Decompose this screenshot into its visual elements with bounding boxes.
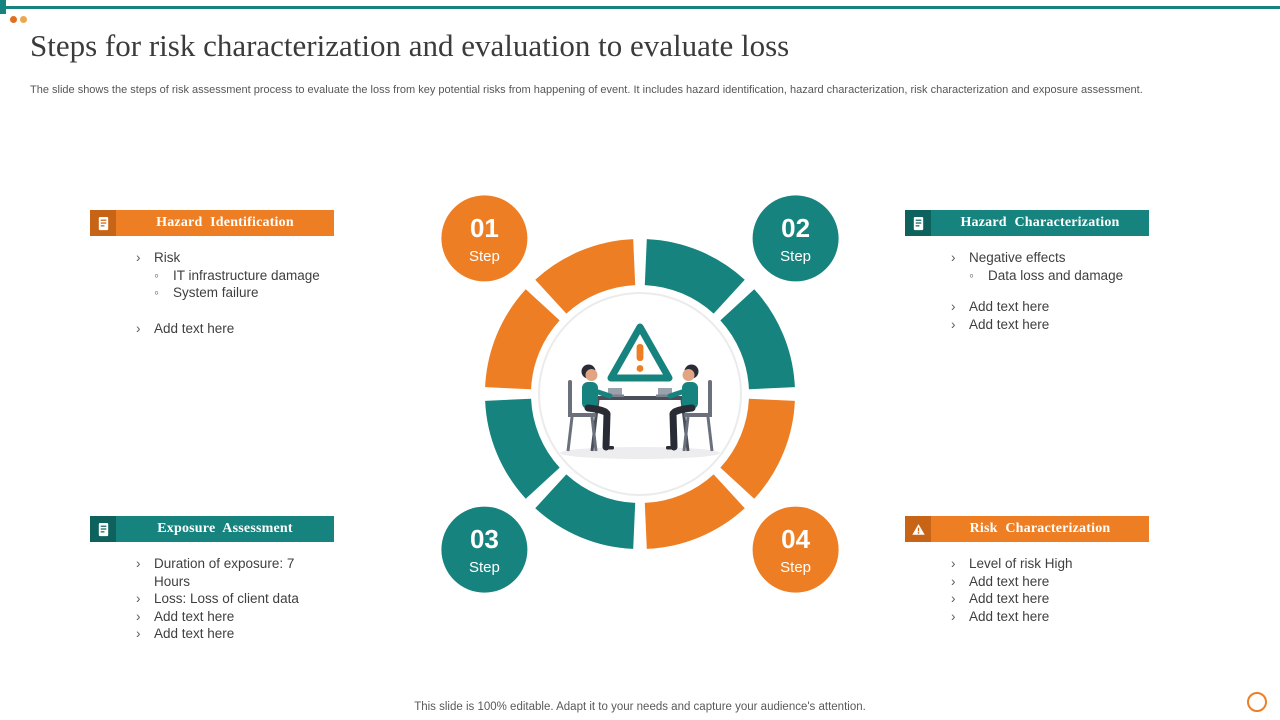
panel-header: Hazard Characterization bbox=[905, 210, 1149, 236]
arc-top-right-a bbox=[644, 239, 745, 315]
panel-bullet-list: Duration of exposure: 7 Hours Loss: Loss… bbox=[90, 555, 334, 643]
step-label: Step bbox=[780, 248, 811, 265]
bullet-text: Add text here bbox=[154, 626, 235, 641]
panel-header: Exposure Assessment bbox=[90, 516, 334, 542]
ring-arcs bbox=[485, 239, 795, 549]
process-ring-diagram: 01 Step 02 Step 03 Step 04 Step bbox=[441, 195, 839, 593]
document-icon bbox=[90, 210, 116, 236]
warning-icon bbox=[905, 516, 931, 542]
bullet-text: Loss: Loss of client data bbox=[154, 591, 299, 606]
bullet-item[interactable]: Add text here bbox=[951, 298, 1149, 316]
bullet-item[interactable]: Add text here bbox=[136, 625, 334, 643]
bullet-item[interactable]: Add text here bbox=[136, 320, 334, 338]
panel-title: Hazard Characterization bbox=[960, 215, 1120, 230]
arc-top-left-a bbox=[485, 289, 561, 390]
bullet-item[interactable]: Add text here bbox=[951, 316, 1149, 334]
bullet-item[interactable]: Loss: Loss of client data bbox=[136, 590, 334, 608]
bullet-item[interactable]: Level of risk High bbox=[951, 555, 1149, 573]
bullet-text: Add text here bbox=[969, 608, 1050, 624]
laptop-right bbox=[658, 388, 672, 396]
step-circle-04[interactable]: 04 Step bbox=[752, 506, 839, 593]
footer-ring-decoration bbox=[1247, 692, 1267, 712]
floor-shadow bbox=[560, 447, 720, 459]
step-circle-03[interactable]: 03 Step bbox=[441, 506, 528, 593]
bullet-text: Data loss and damage bbox=[988, 267, 1124, 283]
panel-hazard-characterization[interactable]: Hazard Characterization Negative effects… bbox=[905, 210, 1149, 333]
accent-dot-1 bbox=[10, 16, 17, 23]
bullet-text: Add text here bbox=[154, 608, 235, 624]
arc-bottom-left-a bbox=[535, 473, 636, 549]
bullet-subitem[interactable]: Data loss and damage bbox=[951, 267, 1149, 285]
arc-bottom-left-b bbox=[485, 398, 561, 499]
bullet-item[interactable]: Duration of exposure: 7 Hours bbox=[136, 555, 334, 590]
center-illustration[interactable] bbox=[538, 292, 742, 496]
arc-bottom-right-b bbox=[644, 473, 745, 549]
bullet-item[interactable]: Risk bbox=[136, 249, 334, 267]
accent-dot-2 bbox=[20, 16, 27, 23]
top-divider-line bbox=[0, 6, 1280, 9]
step-label: Step bbox=[780, 559, 811, 576]
arc-top-left-b bbox=[535, 239, 636, 315]
panel-exposure-assessment[interactable]: Exposure Assessment Duration of exposure… bbox=[90, 516, 334, 643]
panel-header: Risk Characterization bbox=[905, 516, 1149, 542]
slide-title[interactable]: Steps for risk characterization and eval… bbox=[30, 28, 790, 63]
step-label: Step bbox=[469, 248, 500, 265]
bullet-text: Level of risk High bbox=[969, 556, 1073, 571]
warning-triangle-icon bbox=[607, 323, 673, 382]
person-right bbox=[666, 364, 714, 452]
bullet-text: Add text here bbox=[969, 573, 1050, 589]
document-icon bbox=[90, 516, 116, 542]
step-circle-02[interactable]: 02 Step bbox=[752, 195, 839, 282]
panel-title: Exposure Assessment bbox=[157, 521, 293, 536]
bullet-item[interactable]: Add text here bbox=[951, 573, 1149, 591]
bullet-text: Add text here bbox=[969, 299, 1050, 314]
panel-title: Risk Characterization bbox=[969, 521, 1111, 536]
person-left bbox=[566, 364, 614, 452]
panel-header: Hazard Identification bbox=[90, 210, 334, 236]
panel-bullet-list: Level of risk High Add text here Add tex… bbox=[905, 555, 1149, 625]
illustration-frame-circle bbox=[538, 292, 742, 496]
bullet-text: Risk bbox=[154, 250, 181, 265]
bullet-item[interactable]: Negative effects bbox=[951, 249, 1149, 267]
bullet-subitem[interactable]: System failure bbox=[136, 284, 334, 302]
arc-bottom-right-a bbox=[719, 398, 795, 499]
bullet-text: IT infrastructure damage bbox=[173, 267, 320, 283]
bullet-item[interactable]: Add text here bbox=[951, 590, 1149, 608]
slide-subtitle[interactable]: The slide shows the steps of risk assess… bbox=[30, 84, 1143, 96]
step-label: Step bbox=[469, 559, 500, 576]
step-number: 01 bbox=[470, 213, 499, 243]
step-number: 02 bbox=[781, 213, 810, 243]
bullet-item[interactable]: Add text here bbox=[136, 608, 334, 626]
laptop-left bbox=[608, 388, 622, 396]
panel-hazard-identification[interactable]: Hazard Identification Risk IT infrastruc… bbox=[90, 210, 334, 337]
bullet-text: Add text here bbox=[969, 591, 1050, 606]
footer-note: This slide is 100% editable. Adapt it to… bbox=[414, 701, 866, 713]
step-circle-01[interactable]: 01 Step bbox=[441, 195, 528, 282]
bullet-text: Add text here bbox=[154, 320, 235, 336]
bullet-text: Duration of exposure: 7 Hours bbox=[154, 556, 295, 589]
bullet-subitem[interactable]: IT infrastructure damage bbox=[136, 267, 334, 285]
step-number: 03 bbox=[470, 524, 499, 554]
step-number: 04 bbox=[781, 524, 810, 554]
panel-risk-characterization[interactable]: Risk Characterization Level of risk High… bbox=[905, 516, 1149, 625]
arc-top-right-b bbox=[719, 289, 795, 390]
bullet-text: Negative effects bbox=[969, 250, 1066, 265]
bullet-text: System failure bbox=[173, 285, 259, 300]
document-icon bbox=[905, 210, 931, 236]
bullet-item[interactable]: Add text here bbox=[951, 608, 1149, 626]
panel-title: Hazard Identification bbox=[156, 215, 294, 230]
panel-bullet-list: Negative effects Data loss and damage Ad… bbox=[905, 249, 1149, 333]
bullet-text: Add text here bbox=[969, 316, 1050, 332]
panel-bullet-list: Risk IT infrastructure damage System fai… bbox=[90, 249, 334, 337]
